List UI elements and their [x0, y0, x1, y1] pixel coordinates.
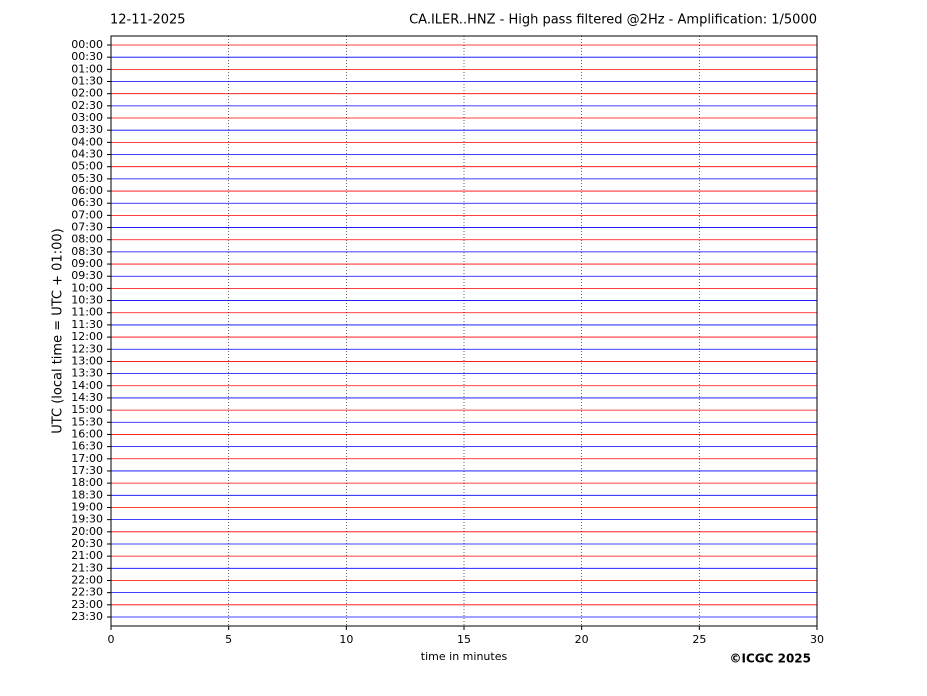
y-tick-label: 00:30 — [71, 50, 103, 63]
y-tick-label: 16:30 — [71, 440, 103, 453]
y-tick-label: 05:00 — [71, 160, 103, 173]
y-tick-label: 09:00 — [71, 257, 103, 270]
y-tick-label: 13:30 — [71, 367, 103, 380]
x-axis-label: time in minutes — [421, 650, 508, 663]
y-tick-label: 19:00 — [71, 500, 103, 513]
y-tick-label: 01:00 — [71, 62, 103, 75]
y-tick-label: 18:30 — [71, 488, 103, 501]
x-tick-label: 15 — [457, 633, 471, 646]
y-tick-label: 03:30 — [71, 123, 103, 136]
y-tick-label: 15:30 — [71, 415, 103, 428]
y-tick-label: 15:00 — [71, 403, 103, 416]
y-tick-label: 04:30 — [71, 148, 103, 161]
copyright: ©ICGC 2025 — [729, 652, 811, 666]
y-tick-label: 22:00 — [71, 573, 103, 586]
y-tick-label: 10:00 — [71, 281, 103, 294]
y-tick-label: 08:00 — [71, 233, 103, 246]
y-tick-label: 11:30 — [71, 318, 103, 331]
y-tick-label: 21:00 — [71, 549, 103, 562]
y-tick-label: 03:00 — [71, 111, 103, 124]
y-tick-label: 12:30 — [71, 342, 103, 355]
y-tick-label: 07:30 — [71, 221, 103, 234]
plot-frame — [110, 35, 818, 627]
y-tick-label: 16:00 — [71, 427, 103, 440]
y-tick-label: 06:30 — [71, 196, 103, 209]
y-tick-label: 17:30 — [71, 464, 103, 477]
x-tick-label: 30 — [810, 633, 824, 646]
y-tick-label: 17:00 — [71, 452, 103, 465]
y-tick-label: 12:00 — [71, 330, 103, 343]
y-tick-label: 13:00 — [71, 354, 103, 367]
y-tick-label: 21:30 — [71, 561, 103, 574]
y-tick-label: 14:00 — [71, 379, 103, 392]
x-tick-label: 25 — [692, 633, 706, 646]
y-tick-label: 18:00 — [71, 476, 103, 489]
y-tick-label: 23:00 — [71, 598, 103, 611]
y-tick-label: 06:00 — [71, 184, 103, 197]
y-tick-label: 23:30 — [71, 610, 103, 623]
x-tick-label: 10 — [339, 633, 353, 646]
y-tick-label: 20:30 — [71, 537, 103, 550]
y-tick-label: 01:30 — [71, 75, 103, 88]
chart-title: CA.ILER..HNZ - High pass filtered @2Hz -… — [409, 13, 817, 28]
y-tick-label: 02:00 — [71, 87, 103, 100]
y-tick-label: 00:00 — [71, 38, 103, 51]
x-tick-label: 20 — [575, 633, 589, 646]
x-tick-label: 5 — [225, 633, 232, 646]
y-tick-label: 09:30 — [71, 269, 103, 282]
x-tick-label: 0 — [108, 633, 115, 646]
y-tick-label: 08:30 — [71, 245, 103, 258]
y-tick-label: 07:00 — [71, 208, 103, 221]
y-tick-label: 19:30 — [71, 513, 103, 526]
y-tick-label: 20:00 — [71, 525, 103, 538]
date: 12-11-2025 — [110, 13, 186, 28]
y-tick-label: 02:30 — [71, 99, 103, 112]
y-tick-label: 11:00 — [71, 306, 103, 319]
y-axis-label: UTC (local time = UTC + 01:00) — [51, 228, 66, 433]
y-tick-label: 04:00 — [71, 135, 103, 148]
y-tick-label: 14:30 — [71, 391, 103, 404]
y-tick-label: 10:30 — [71, 294, 103, 307]
y-tick-label: 05:30 — [71, 172, 103, 185]
y-tick-label: 22:30 — [71, 586, 103, 599]
